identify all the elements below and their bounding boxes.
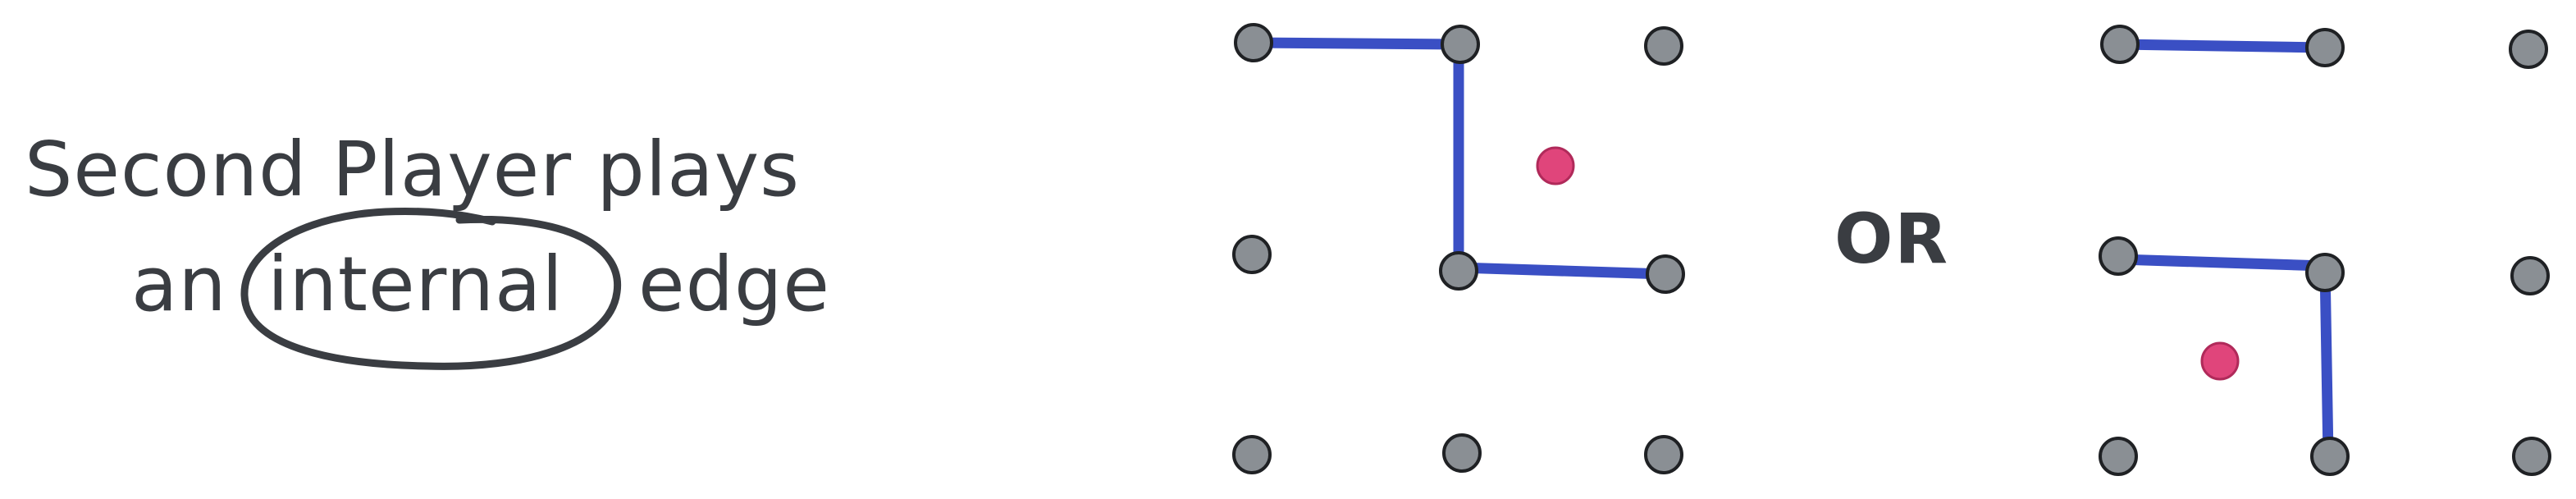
edge-middle [2114,254,2331,272]
dot [2510,256,2550,295]
dot [1644,435,1683,474]
dot [1232,435,1272,474]
edge-top [1248,37,1464,50]
dot [2305,253,2345,292]
dot-grid [1232,23,1685,474]
player-marker [2200,341,2240,381]
right-board [2099,25,2551,476]
dot [1232,235,1272,274]
dot [2099,236,2138,276]
caption-word-internal: internal [267,240,564,328]
circle-annotation [240,208,622,370]
dot [2100,25,2140,64]
caption-word-edge: edge [638,240,830,328]
dot [2310,437,2350,476]
dot [1644,26,1683,66]
left-board [1232,23,1685,474]
caption-word-an: an [131,240,227,328]
dot [2305,28,2345,67]
dot [2509,30,2548,69]
dot [1442,433,1482,473]
dot [1439,251,1478,291]
edge-top [2114,39,2331,53]
caption-line-1: Second Player plays [25,126,800,213]
caption: Second Player plays an internal edge [25,126,830,370]
dot [1646,254,1685,294]
dot [2099,437,2138,476]
edge-vertical [2319,260,2334,462]
dot [1441,25,1480,64]
dot-grid [2099,25,2551,476]
player-marker [1536,146,1575,185]
or-label: OR [1834,199,1949,279]
edge-middle [1453,262,1671,280]
dot [1234,23,1273,62]
dot [2512,437,2551,476]
